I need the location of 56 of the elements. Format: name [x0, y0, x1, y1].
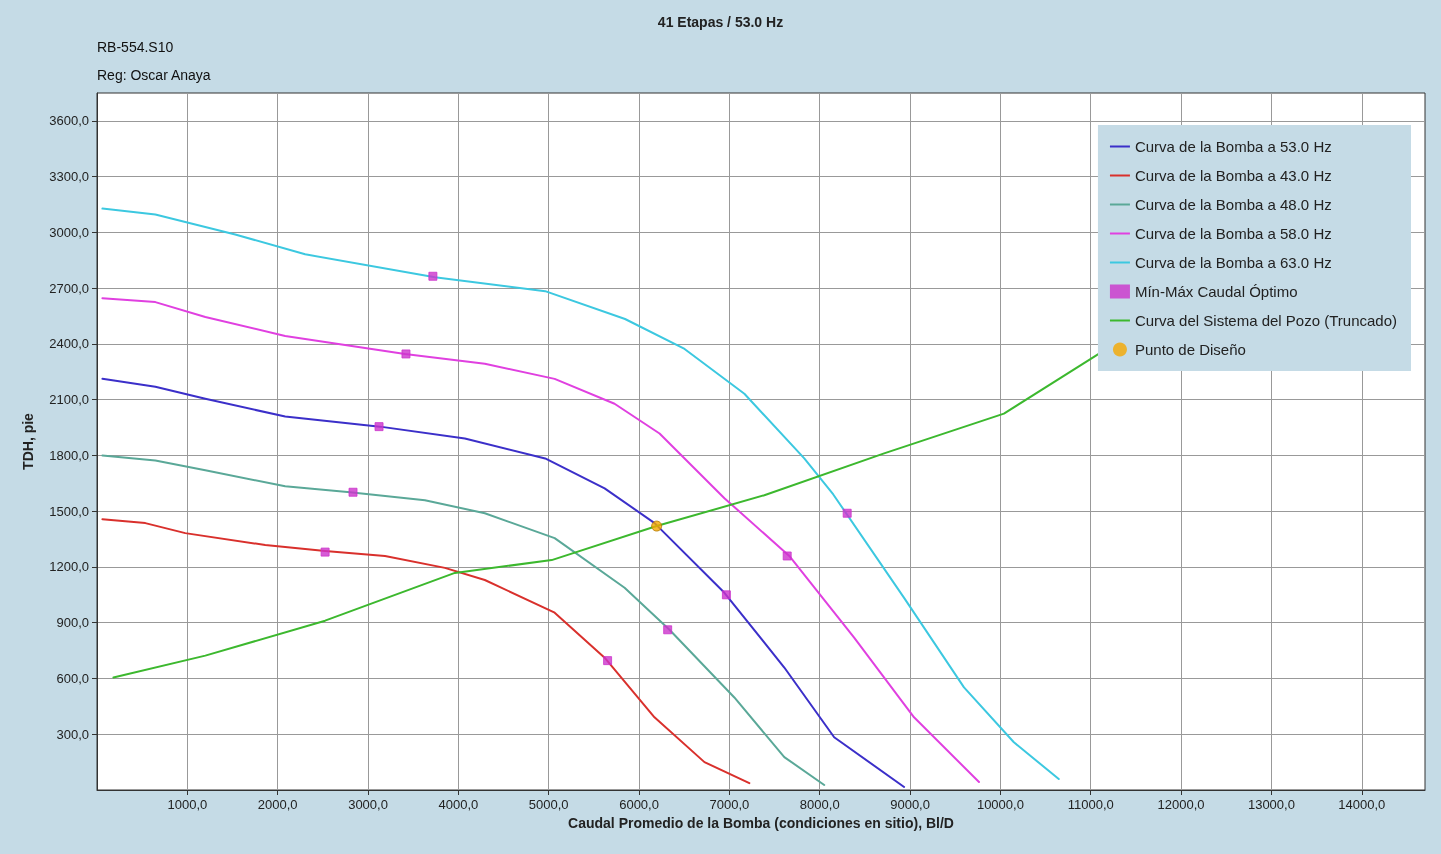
x-tick-label: 10000,0	[976, 797, 1024, 812]
x-tick-label: 6000,0	[619, 797, 659, 812]
x-tick-label: 4000,0	[438, 797, 479, 812]
line-series	[101, 207, 1060, 781]
point	[428, 271, 438, 281]
x-tick-label: 3000,0	[348, 797, 388, 812]
y-tick-label: 2700,0	[49, 280, 89, 296]
point	[374, 422, 384, 432]
x-tick-label: 12000,0	[1157, 797, 1205, 812]
y-tick-label: 3300,0	[49, 169, 89, 185]
legend-label: Curva de la Bomba a 63.0 Hz	[1134, 254, 1332, 271]
point	[721, 590, 731, 600]
x-tick-label: 1000,0	[167, 797, 208, 812]
y-tick-label: 1800,0	[49, 447, 89, 463]
x-tick-label: 13000,0	[1247, 797, 1295, 812]
legend-label: Mín-Máx Caudal Óptimo	[1134, 283, 1298, 300]
legend-label: Curva de la Bomba a 53.0 Hz	[1134, 138, 1332, 155]
y-tick-label: 1200,0	[49, 559, 89, 575]
point	[663, 625, 673, 635]
x-tick-label: 5000,0	[528, 797, 569, 812]
y-tick-label: 1500,0	[49, 503, 89, 519]
point	[782, 551, 792, 561]
point	[320, 547, 330, 557]
x-tick-label: 8000,0	[799, 797, 840, 812]
legend-label: Curva de la Bomba a 43.0 Hz	[1134, 167, 1332, 184]
point	[603, 656, 613, 666]
y-tick-label: 600,0	[56, 670, 89, 686]
legend-label: Curva del Sistema del Pozo (Truncado)	[1134, 312, 1397, 329]
legend-label: Curva de la Bomba a 58.0 Hz	[1134, 225, 1332, 242]
point	[651, 520, 663, 532]
y-tick-label: 2100,0	[49, 392, 89, 408]
y-tick-label: 3600,0	[49, 113, 89, 129]
y-tick-label: 2400,0	[49, 336, 89, 352]
legend-label: Punto de Diseño	[1134, 341, 1246, 358]
x-tick-label: 2000,0	[257, 797, 298, 812]
line-series	[112, 352, 1100, 679]
line-series	[101, 297, 980, 784]
y-tick-label: 3000,0	[49, 224, 89, 240]
x-tick-label: 11000,0	[1067, 797, 1114, 812]
y-tick-label: 900,0	[56, 615, 89, 631]
text: Reg: Oscar Anaya	[97, 67, 211, 83]
x-axis-title: Caudal Promedio de la Bomba (condiciones en sitio), Bl/D	[568, 815, 954, 831]
y-axis-title: TDH, pie	[20, 412, 36, 470]
legend-label: Curva de la Bomba a 48.0 Hz	[1134, 196, 1332, 213]
line-series	[101, 518, 751, 785]
x-tick-label: 14000,0	[1338, 797, 1386, 812]
line-series	[101, 454, 826, 786]
point	[401, 349, 411, 359]
x-tick-label: 7000,0	[709, 797, 750, 812]
chart-subtitle: RB-554.S10	[97, 39, 174, 55]
y-tick-label: 300,0	[56, 726, 89, 742]
line-series	[101, 377, 906, 789]
point	[842, 508, 852, 518]
chart-title: 41 Etapas / 53.0 Hz	[657, 14, 784, 30]
x-tick-label: 9000,0	[890, 797, 930, 812]
point	[348, 487, 358, 497]
